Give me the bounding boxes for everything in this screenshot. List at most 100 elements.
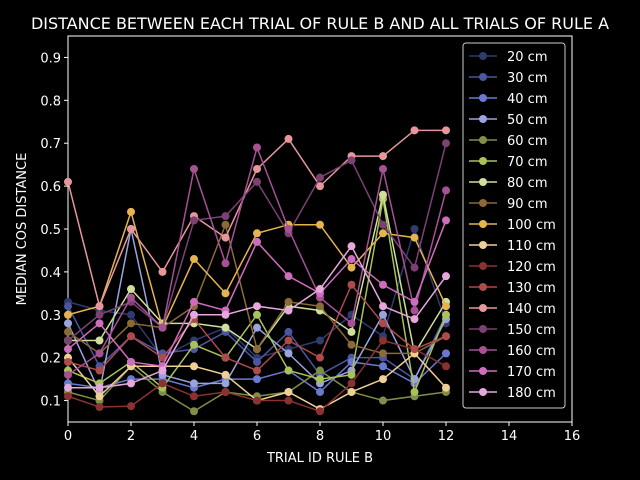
data-point	[95, 336, 104, 345]
legend-box	[462, 42, 566, 409]
data-point	[190, 392, 198, 401]
data-point	[379, 375, 387, 384]
legend-label: 70 cm	[507, 155, 548, 170]
data-point	[316, 285, 324, 294]
data-point	[190, 164, 198, 173]
data-point	[158, 267, 167, 276]
legend-entry: 40 cm	[469, 92, 548, 107]
x-tick-label: 2	[127, 429, 135, 444]
data-point	[284, 225, 293, 233]
legend-entry: 110 cm	[469, 239, 556, 254]
data-point	[316, 375, 324, 384]
x-tick-label: 16	[564, 429, 581, 444]
legend-label: 180 cm	[507, 386, 556, 401]
data-point	[127, 332, 135, 341]
data-point	[284, 306, 293, 315]
data-point	[410, 233, 419, 242]
data-point	[442, 126, 450, 135]
data-point	[253, 323, 261, 332]
data-point	[442, 186, 450, 195]
legend-label: 160 cm	[507, 344, 556, 359]
data-point	[127, 285, 135, 294]
data-point	[253, 229, 261, 238]
x-tick-label: 4	[190, 429, 198, 444]
legend-entry: 130 cm	[469, 281, 556, 296]
y-tick-label: 0.4	[40, 266, 61, 281]
legend-swatch-marker	[479, 325, 487, 333]
data-point	[442, 332, 450, 341]
data-point	[253, 237, 261, 246]
x-tick-label: 12	[438, 429, 455, 444]
legend-label: 110 cm	[507, 239, 556, 254]
data-point	[442, 349, 450, 358]
data-point	[347, 255, 356, 264]
legend-label: 90 cm	[507, 197, 548, 212]
legend-swatch-marker	[479, 220, 487, 228]
data-point	[347, 370, 356, 379]
series-180-cm	[64, 242, 450, 392]
data-point	[221, 310, 230, 319]
y-tick-label: 0.7	[40, 137, 61, 152]
data-point	[284, 297, 293, 306]
y-tick-label: 0.3	[40, 309, 61, 324]
data-point	[158, 353, 167, 362]
legend-label: 80 cm	[507, 176, 548, 191]
data-point	[442, 362, 450, 371]
x-tick-label: 10	[375, 429, 392, 444]
data-point	[379, 319, 387, 328]
data-point	[253, 310, 261, 319]
data-point	[410, 263, 419, 272]
data-point	[379, 362, 387, 371]
y-axis-label: MEDIAN COS DISTANCE	[15, 153, 30, 306]
data-point	[64, 357, 72, 366]
data-point	[379, 310, 387, 319]
data-point	[190, 340, 198, 349]
data-point	[127, 310, 135, 319]
x-tick-label: 0	[64, 429, 72, 444]
legend-swatch-marker	[479, 367, 487, 375]
data-point	[410, 225, 419, 233]
y-tick-label: 0.2	[40, 352, 61, 367]
data-point	[316, 173, 324, 182]
y-tick-label: 0.9	[40, 51, 61, 66]
data-point	[127, 357, 135, 366]
data-point	[316, 302, 324, 311]
data-point	[284, 336, 293, 345]
data-point	[64, 177, 72, 186]
data-point	[64, 345, 72, 354]
series-170-cm	[64, 216, 450, 371]
data-point	[442, 272, 450, 281]
legend-swatch-marker	[479, 388, 487, 396]
data-point	[379, 152, 387, 161]
legend-entry: 50 cm	[469, 113, 548, 128]
legend-entry: 120 cm	[469, 260, 556, 275]
legend-swatch-marker	[479, 199, 487, 207]
data-point	[347, 379, 356, 388]
data-point	[64, 319, 72, 328]
data-point	[379, 190, 387, 199]
data-point	[284, 349, 293, 358]
legend-label: 50 cm	[507, 113, 548, 128]
legend-swatch-marker	[479, 136, 487, 144]
data-point	[347, 280, 356, 289]
data-point	[64, 336, 72, 345]
data-point	[284, 134, 293, 143]
data-point	[316, 407, 324, 416]
data-point	[95, 349, 104, 358]
legend-swatch-marker	[479, 346, 487, 354]
data-point	[158, 323, 167, 332]
data-point	[64, 310, 72, 319]
data-point	[379, 349, 387, 358]
chart-title: DISTANCE BETWEEN EACH TRIAL OF RULE B AN…	[31, 14, 609, 33]
legend-entry: 100 cm	[469, 218, 556, 233]
legend-swatch-marker	[479, 94, 487, 102]
data-point	[347, 319, 356, 328]
data-point	[95, 392, 104, 401]
data-point	[95, 366, 104, 375]
y-tick-label: 0.1	[40, 395, 61, 410]
data-point	[316, 220, 324, 229]
legend-label: 100 cm	[507, 218, 556, 233]
data-point	[190, 310, 198, 319]
data-point	[253, 177, 261, 186]
data-point	[284, 396, 293, 405]
